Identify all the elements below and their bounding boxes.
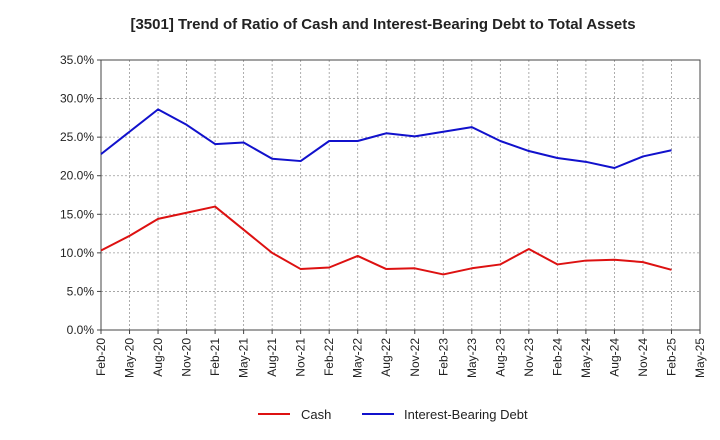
x-tick-label: Nov-24 [636, 338, 650, 377]
x-tick-label: Aug-20 [151, 338, 165, 377]
x-tick-label: Aug-24 [607, 338, 621, 377]
axes [97, 59, 701, 334]
x-tick-label: Feb-24 [550, 338, 564, 376]
x-tick-label: May-24 [579, 338, 593, 378]
y-tick-label: 5.0% [67, 284, 95, 298]
x-tick-label: Nov-22 [408, 338, 422, 377]
series-lines [100, 108, 672, 276]
y-tick-label: 25.0% [60, 130, 94, 144]
legend-label-1: Interest-Bearing Debt [404, 407, 528, 422]
legend: Cash Interest-Bearing Debt [258, 407, 528, 422]
x-axis-tick-labels: Feb-20 May-20 Aug-20 Nov-20 Feb-21 May-21 Aug-… [94, 338, 707, 378]
x-tick-label: Nov-21 [294, 338, 308, 377]
x-tick-label: Feb-23 [436, 338, 450, 376]
series-line-1 [100, 108, 672, 169]
x-tick-label: Aug-23 [493, 338, 507, 377]
x-tick-label: Feb-25 [664, 338, 678, 376]
y-tick-label: 30.0% [60, 92, 94, 106]
x-tick-label: May-22 [351, 338, 365, 378]
x-tick-label: Aug-21 [265, 338, 279, 377]
x-tick-label: May-23 [465, 338, 479, 378]
x-tick-label: May-25 [693, 338, 707, 378]
legend-label-0: Cash [301, 407, 331, 422]
y-tick-label: 20.0% [60, 169, 94, 183]
y-axis-tick-labels: 0.0% 5.0% 10.0% 15.0% 20.0% 25.0% 30.0% 35.0% [60, 53, 94, 337]
grid [101, 59, 700, 330]
x-tick-label: May-20 [123, 338, 137, 378]
x-tick-label: Feb-20 [94, 338, 108, 376]
x-tick-label: Feb-21 [208, 338, 222, 376]
x-tick-label: Feb-22 [322, 338, 336, 376]
y-tick-label: 10.0% [60, 246, 94, 260]
x-tick-label: Nov-20 [180, 338, 194, 377]
chart-title: [3501] Trend of Ratio of Cash and Intere… [130, 16, 635, 33]
y-tick-label: 35.0% [60, 53, 94, 67]
plot-frame [100, 59, 701, 331]
y-tick-label: 0.0% [67, 323, 95, 337]
x-tick-label: May-21 [237, 338, 251, 378]
x-tick-label: Aug-22 [379, 338, 393, 377]
x-tick-label: Nov-23 [522, 338, 536, 377]
series-line-0 [100, 205, 672, 276]
y-tick-label: 15.0% [60, 207, 94, 221]
